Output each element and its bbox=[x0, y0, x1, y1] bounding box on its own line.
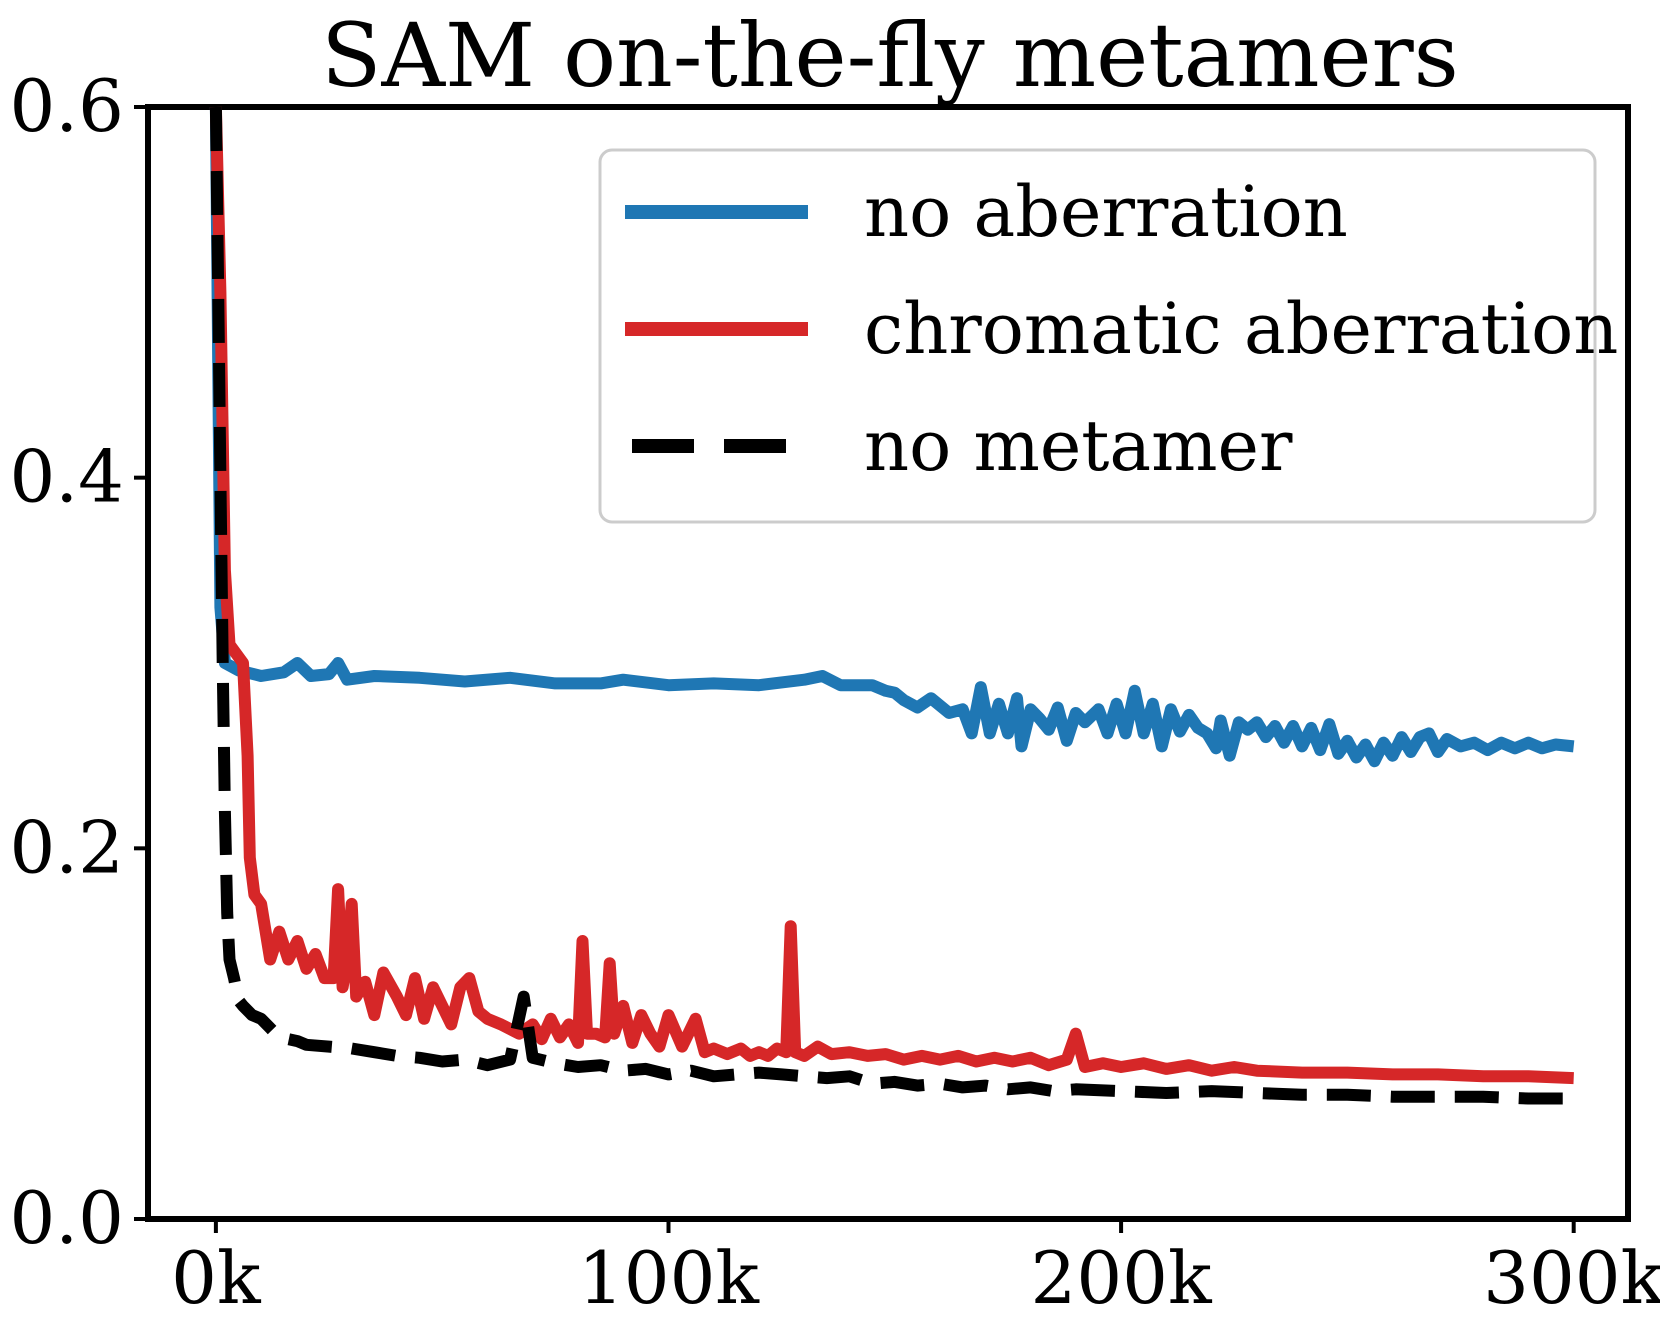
legend-label: chromatic aberration bbox=[864, 288, 1618, 370]
legend-label: no metamer bbox=[864, 405, 1293, 487]
y-tick-label: 0.2 bbox=[9, 805, 124, 889]
series-line-chromatic-aberration bbox=[209, 106, 1574, 1085]
y-tick-label: 0.0 bbox=[9, 1176, 124, 1260]
x-tick-label: 200k bbox=[1031, 1236, 1213, 1320]
x-tick-label: 300k bbox=[1483, 1236, 1660, 1320]
x-tick-label: 0k bbox=[171, 1236, 262, 1320]
y-tick-label: 0.6 bbox=[9, 64, 124, 148]
chart-title: SAM on-the-fly metamers bbox=[321, 4, 1459, 107]
series-line-no-aberration bbox=[209, 106, 1575, 768]
legend-box bbox=[598, 148, 1597, 524]
x-axis: 0k 100k 200k 300k bbox=[171, 1219, 1660, 1320]
y-axis: 0.0 0.2 0.4 0.6 bbox=[9, 64, 148, 1260]
legend-label: no aberration bbox=[864, 171, 1348, 253]
series-layer bbox=[209, 106, 1575, 1105]
x-tick-label: 100k bbox=[578, 1236, 760, 1320]
y-tick-label: 0.4 bbox=[9, 435, 124, 519]
series-line-no-metamer bbox=[209, 106, 1574, 1105]
legend: no aberration chromatic aberration no meta… bbox=[598, 148, 1618, 524]
